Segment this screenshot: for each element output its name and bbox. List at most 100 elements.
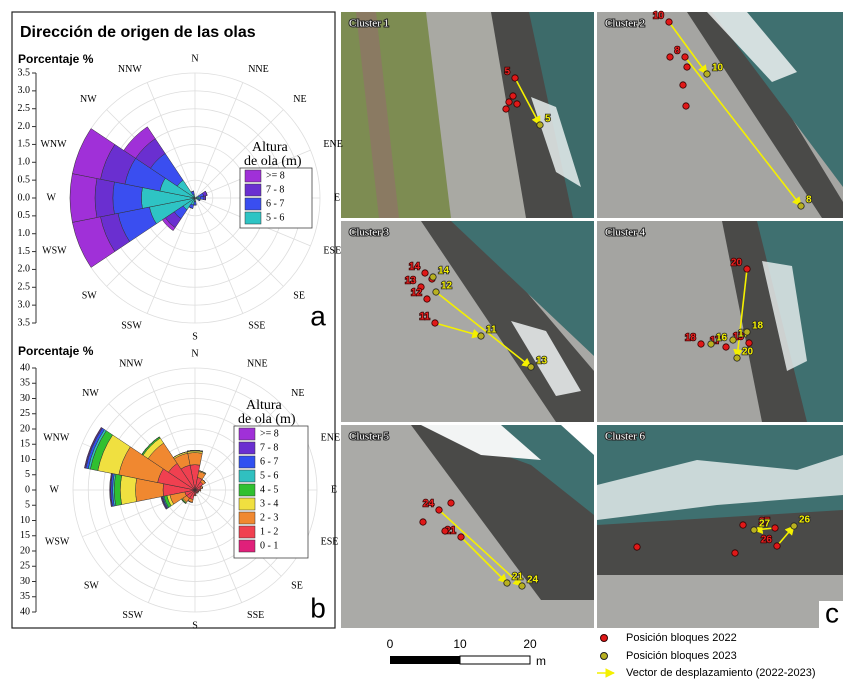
r-tick-label: 3.0 — [18, 85, 31, 96]
r-tick-label: 20 — [20, 545, 30, 556]
direction-label: WNW — [40, 139, 67, 150]
legend-label: 6 - 7 — [266, 198, 284, 209]
legend-swatch — [239, 442, 255, 454]
point-2022 — [723, 344, 729, 350]
r-tick-label: 2.5 — [18, 103, 31, 114]
direction-label: SE — [293, 291, 305, 302]
r-tick-label: 3.0 — [18, 299, 31, 310]
point-2022 — [420, 519, 426, 525]
point-2022 — [682, 54, 688, 60]
scale-bar-white — [460, 656, 530, 664]
r-tick-label: 0.5 — [18, 210, 31, 221]
legend-title: de ola (m) — [238, 412, 296, 427]
point-2023 — [730, 337, 736, 343]
point-2022 — [448, 500, 454, 506]
legend-label: 4 - 5 — [260, 484, 278, 495]
scale-label: 10 — [453, 637, 467, 651]
point-2023 — [734, 355, 740, 361]
point-2023 — [751, 527, 757, 533]
r-tick-label: 5 — [25, 469, 30, 480]
direction-label: SSW — [122, 610, 143, 621]
direction-label: NNW — [119, 359, 143, 370]
point-2023 — [798, 203, 804, 209]
photo — [597, 221, 843, 422]
photo — [341, 221, 594, 422]
point-label: 5 — [545, 114, 551, 125]
point-2022 — [514, 101, 520, 107]
direction-label: ENE — [321, 432, 340, 443]
legend-swatch — [239, 428, 255, 440]
point-2022 — [667, 54, 673, 60]
legend-swatch — [245, 212, 261, 224]
point-2022 — [772, 525, 778, 531]
point-label: 11 — [419, 312, 430, 323]
r-tick-label: 25 — [20, 408, 30, 419]
photo — [341, 12, 594, 218]
direction-label: NNE — [248, 64, 269, 75]
direction-label: WSW — [42, 245, 67, 256]
legend-2023 — [601, 653, 608, 660]
scale-label: 20 — [523, 637, 537, 651]
direction-label: NNW — [118, 64, 142, 75]
panel-label: b — [310, 592, 326, 623]
direction-label: NNE — [247, 359, 268, 370]
point-label: 21 — [512, 572, 524, 583]
legend-swatch — [239, 484, 255, 496]
point-label: 8 — [674, 46, 680, 57]
r-tick-label: 0.5 — [18, 174, 31, 185]
r-tick-label: 40 — [20, 606, 30, 617]
legend-label: 2 - 3 — [260, 512, 278, 523]
point-label: 10 — [653, 11, 665, 22]
point-2023 — [744, 329, 750, 335]
legend-label: >= 8 — [266, 170, 285, 181]
point-label: 8 — [806, 195, 812, 206]
legend-label: 1 - 2 — [260, 526, 278, 537]
r-tick-label: 30 — [20, 576, 30, 587]
r-tick-label: 2.0 — [18, 121, 31, 132]
wedge — [194, 202, 197, 206]
point-label: 20 — [742, 347, 754, 358]
photo — [597, 425, 843, 628]
r-tick-label: 10 — [20, 454, 30, 465]
point-2022 — [506, 99, 512, 105]
point-label: 24 — [423, 499, 435, 510]
point-2022 — [740, 522, 746, 528]
legend-swatch — [239, 498, 255, 510]
point-label: 20 — [731, 258, 743, 269]
point-2022 — [458, 534, 464, 540]
legend-label: 3 - 4 — [260, 498, 278, 509]
direction-label: WNW — [43, 432, 70, 443]
point-label: 18 — [752, 321, 764, 332]
point-label: 11 — [486, 325, 497, 336]
legend-label: Posición bloques 2023 — [626, 650, 737, 662]
scale-bar-black — [390, 656, 460, 664]
wedge — [200, 196, 204, 199]
legend-label: 5 - 6 — [260, 470, 278, 481]
legend-swatch — [245, 198, 261, 210]
legend-title: Altura — [252, 140, 289, 155]
panel-title: Cluster 6 — [605, 431, 646, 443]
direction-label: NE — [291, 388, 304, 399]
direction-label: S — [192, 620, 198, 631]
direction-label: E — [334, 192, 340, 203]
point-2022 — [774, 543, 780, 549]
r-tick-label: 5 — [25, 500, 30, 511]
legend-swatch — [239, 512, 255, 524]
point-2023 — [704, 71, 710, 77]
point-2023 — [504, 580, 510, 586]
legend-2022 — [601, 635, 608, 642]
wedge — [95, 178, 114, 217]
figure: Dirección de origen de las olasPorcentaj… — [0, 0, 843, 680]
scale-unit: m — [536, 654, 546, 668]
r-tick-label: 0 — [25, 484, 30, 495]
point-2023 — [519, 583, 525, 589]
chart-title: Dirección de origen de las olas — [20, 24, 256, 41]
legend-label: Vector de desplazamiento (2022-2023) — [626, 667, 816, 679]
legend-swatch — [239, 540, 255, 552]
legend-swatch — [239, 470, 255, 482]
direction-label: E — [331, 484, 337, 495]
direction-label: NE — [293, 94, 306, 105]
point-2023 — [528, 364, 534, 370]
scale-label: 0 — [387, 637, 394, 651]
point-2022 — [442, 528, 448, 534]
